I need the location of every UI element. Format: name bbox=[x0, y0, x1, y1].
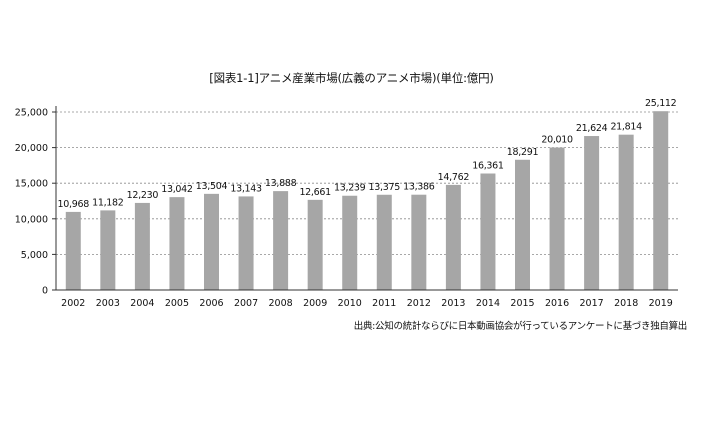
x-tick-label: 2011 bbox=[372, 298, 396, 309]
source-note: 出典:公知の統計ならびに日本動画協会が行っているアンケートに基づき独自算出 bbox=[353, 321, 688, 332]
bar bbox=[134, 202, 150, 290]
x-tick-label: 2014 bbox=[476, 298, 500, 309]
y-tick-label: 15,000 bbox=[15, 179, 48, 190]
x-tick-label: 2006 bbox=[199, 298, 223, 309]
bar bbox=[376, 194, 392, 290]
bar bbox=[65, 211, 81, 290]
y-tick-label: 5,000 bbox=[21, 250, 48, 261]
bar bbox=[515, 159, 530, 290]
data-label: 25,112 bbox=[645, 98, 677, 109]
x-tick-label: 2017 bbox=[580, 298, 604, 309]
data-label: 18,291 bbox=[507, 147, 539, 158]
bar bbox=[273, 191, 289, 290]
data-label: 14,762 bbox=[438, 172, 470, 183]
y-tick-label: 0 bbox=[42, 286, 48, 297]
data-label: 13,239 bbox=[334, 183, 366, 194]
bar bbox=[307, 199, 323, 290]
x-tick-label: 2016 bbox=[545, 298, 569, 309]
data-label: 13,143 bbox=[230, 183, 262, 194]
bar bbox=[238, 196, 254, 290]
data-label: 13,504 bbox=[196, 181, 228, 192]
bar bbox=[480, 173, 496, 290]
x-tick-label: 2010 bbox=[338, 298, 362, 309]
y-tick-label: 25,000 bbox=[15, 108, 48, 119]
x-tick-label: 2009 bbox=[303, 298, 327, 309]
data-label: 13,042 bbox=[161, 184, 193, 195]
data-label: 20,010 bbox=[541, 135, 573, 146]
x-tick-label: 2005 bbox=[165, 298, 189, 309]
x-tick-label: 2003 bbox=[96, 298, 120, 309]
data-label: 13,888 bbox=[265, 178, 297, 189]
x-tick-label: 2018 bbox=[614, 298, 638, 309]
x-tick-label: 2015 bbox=[510, 298, 534, 309]
x-tick-label: 2002 bbox=[61, 298, 85, 309]
data-label: 21,624 bbox=[576, 123, 608, 134]
x-tick-label: 2019 bbox=[649, 298, 673, 309]
data-label: 12,230 bbox=[127, 190, 159, 201]
bar bbox=[204, 193, 219, 290]
y-tick-label: 10,000 bbox=[15, 214, 48, 225]
data-label: 13,386 bbox=[403, 182, 435, 193]
bar bbox=[618, 134, 634, 290]
data-label: 11,182 bbox=[92, 197, 124, 208]
bar bbox=[342, 195, 358, 290]
bar bbox=[100, 210, 116, 290]
data-label: 13,375 bbox=[369, 182, 401, 193]
chart-title: [図表1-1]アニメ産業市場(広義のアニメ市場)(単位:億円) bbox=[209, 71, 494, 85]
bar bbox=[445, 184, 461, 290]
bar bbox=[411, 194, 427, 290]
x-tick-label: 2007 bbox=[234, 298, 258, 309]
x-tick-label: 2008 bbox=[269, 298, 293, 309]
bar bbox=[584, 136, 600, 290]
x-tick-label: 2004 bbox=[130, 298, 154, 309]
bar bbox=[169, 197, 185, 290]
y-tick-label: 20,000 bbox=[15, 143, 48, 154]
bar bbox=[653, 111, 669, 290]
data-label: 12,661 bbox=[299, 187, 331, 198]
data-label: 16,361 bbox=[472, 161, 504, 172]
bar bbox=[549, 147, 565, 290]
x-tick-label: 2013 bbox=[441, 298, 465, 309]
data-label: 21,814 bbox=[610, 122, 642, 133]
x-tick-label: 2012 bbox=[407, 298, 431, 309]
data-label: 10,968 bbox=[58, 199, 90, 210]
